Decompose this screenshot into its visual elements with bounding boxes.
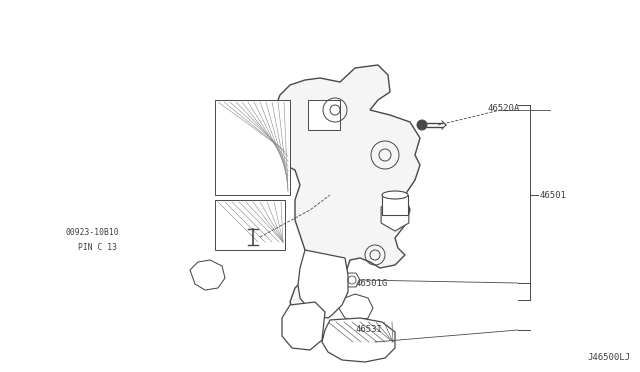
- Text: 00923-10B10: 00923-10B10: [65, 228, 118, 237]
- Polygon shape: [382, 195, 408, 215]
- Polygon shape: [298, 250, 348, 318]
- Polygon shape: [215, 200, 285, 250]
- Text: 4653I: 4653I: [355, 326, 382, 334]
- Polygon shape: [381, 199, 409, 231]
- Ellipse shape: [382, 191, 408, 199]
- Polygon shape: [190, 260, 225, 290]
- Polygon shape: [245, 65, 420, 322]
- Text: 46501G: 46501G: [355, 279, 387, 288]
- Polygon shape: [344, 273, 360, 287]
- Text: 46520A: 46520A: [488, 103, 520, 112]
- Text: 46501: 46501: [540, 190, 567, 199]
- Circle shape: [417, 120, 427, 130]
- Polygon shape: [308, 100, 340, 130]
- Polygon shape: [282, 302, 325, 350]
- Polygon shape: [215, 100, 290, 195]
- Text: PIN C 13: PIN C 13: [78, 244, 117, 253]
- Polygon shape: [335, 294, 373, 322]
- Polygon shape: [322, 318, 395, 362]
- Text: J46500LJ: J46500LJ: [587, 353, 630, 362]
